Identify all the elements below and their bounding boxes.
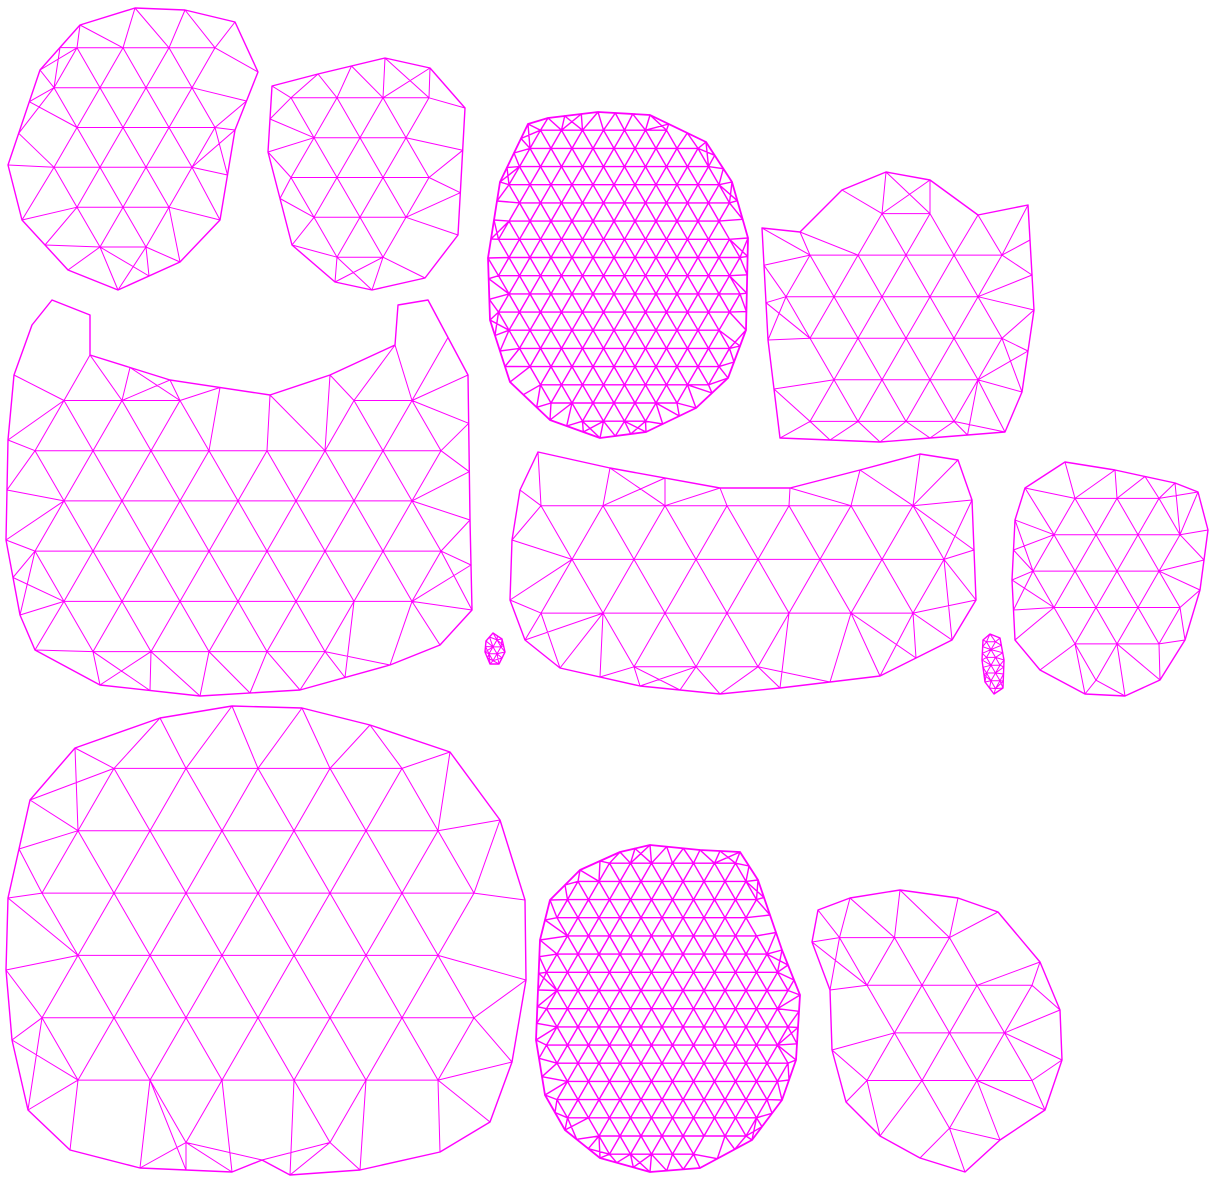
mesh-edges [811,889,1063,1173]
island-outline [761,171,1035,443]
island-outline [1011,461,1209,697]
mesh-edges [5,705,527,1176]
uv-island-8 [484,632,506,665]
island-outline [5,705,527,1176]
mesh-edges [1011,461,1209,697]
uv-island-2 [267,57,466,291]
mesh-edges [5,337,473,697]
island-outline [267,57,466,291]
uv-island-10 [5,705,527,1176]
uv-island-3 [487,111,749,439]
island-outline [7,7,259,291]
island-outline [981,633,1005,695]
island-outline [484,632,506,665]
mesh-edges [535,844,801,1173]
uv-island-11 [535,844,801,1173]
island-outline [509,451,977,695]
island-outline [5,299,473,697]
island-outline [811,889,1063,1173]
uv-island-9 [981,633,1005,695]
uv-island-7 [1011,461,1209,697]
island-outline [487,111,749,439]
mesh-edges [487,111,749,439]
mesh-edges [509,451,977,695]
uv-island-12 [811,889,1063,1173]
uv-island-4 [761,171,1035,443]
uv-island-6 [509,451,977,695]
mesh-edges [981,633,1005,695]
island-outline [535,844,801,1173]
mesh-edges [267,57,466,291]
uv-island-1 [7,7,259,291]
mesh-edges [7,7,259,291]
mesh-edges [484,632,506,665]
mesh-edges [761,171,1035,443]
uv-island-5 [5,299,473,697]
